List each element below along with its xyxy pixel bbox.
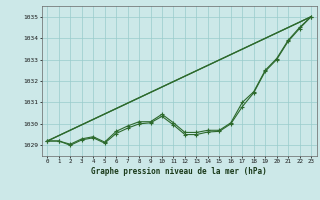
X-axis label: Graphe pression niveau de la mer (hPa): Graphe pression niveau de la mer (hPa) [91,167,267,176]
